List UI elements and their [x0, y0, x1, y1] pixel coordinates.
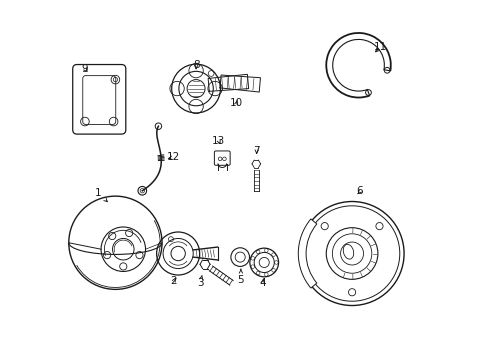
Text: 10: 10	[229, 98, 243, 108]
Text: 7: 7	[253, 145, 260, 156]
Text: 5: 5	[237, 269, 244, 285]
Text: 11: 11	[373, 42, 386, 52]
Text: 8: 8	[192, 60, 199, 70]
Text: 1: 1	[95, 188, 107, 202]
Wedge shape	[298, 219, 316, 288]
Text: 9: 9	[81, 64, 88, 74]
Text: 12: 12	[166, 152, 180, 162]
Text: 3: 3	[196, 275, 203, 288]
Text: 6: 6	[356, 186, 363, 197]
Text: 4: 4	[259, 278, 265, 288]
Text: 2: 2	[170, 276, 177, 286]
Text: 13: 13	[212, 136, 225, 145]
